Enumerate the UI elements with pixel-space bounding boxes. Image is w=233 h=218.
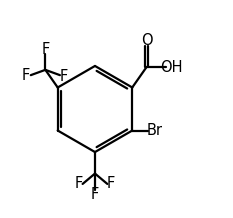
Text: F: F	[41, 42, 49, 57]
Text: F: F	[22, 68, 30, 83]
Text: F: F	[60, 69, 68, 84]
Text: O: O	[141, 33, 152, 48]
Text: OH: OH	[161, 60, 183, 75]
Text: F: F	[91, 187, 99, 202]
Text: Br: Br	[147, 123, 163, 138]
Text: F: F	[75, 176, 83, 191]
Text: F: F	[107, 176, 115, 191]
